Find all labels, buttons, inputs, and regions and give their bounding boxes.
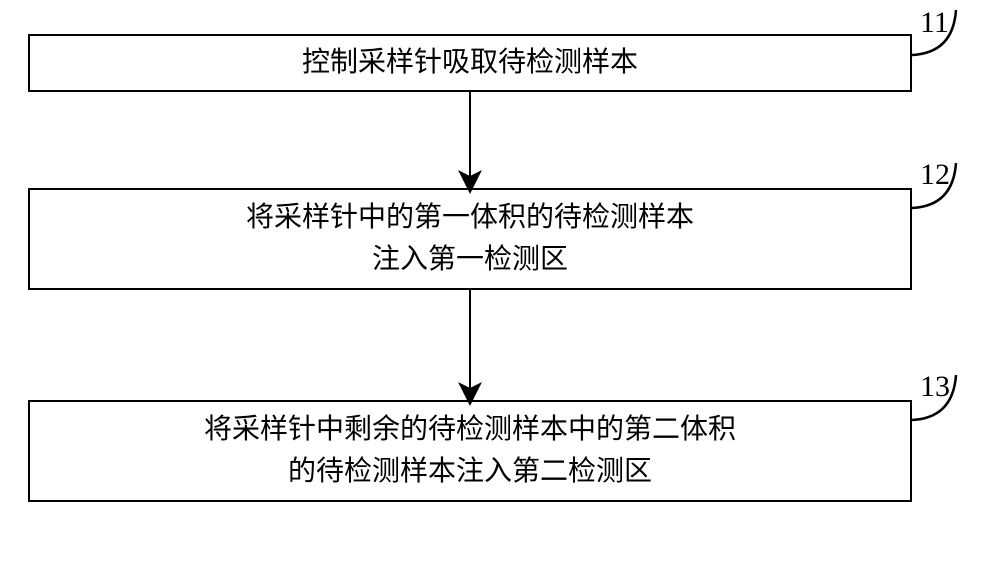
flowchart-canvas: 控制采样针吸取待检测样本 11 将采样针中的第一体积的待检测样本 注入第一检测区 12… [0, 0, 1000, 572]
flowchart-step-text: 将采样针中的第一体积的待检测样本 注入第一检测区 [246, 197, 694, 281]
flowchart-step-label: 13 [920, 370, 950, 404]
flowchart-step-box: 将采样针中的第一体积的待检测样本 注入第一检测区 [28, 188, 912, 290]
flowchart-step-text: 将采样针中剩余的待检测样本中的第二体积 的待检测样本注入第二检测区 [204, 409, 736, 493]
flowchart-step-label: 12 [920, 158, 950, 192]
flowchart-step-text: 控制采样针吸取待检测样本 [302, 42, 638, 84]
flowchart-step-box: 将采样针中剩余的待检测样本中的第二体积 的待检测样本注入第二检测区 [28, 400, 912, 502]
flowchart-step-box: 控制采样针吸取待检测样本 [28, 34, 912, 92]
flowchart-step-label: 11 [920, 6, 949, 40]
